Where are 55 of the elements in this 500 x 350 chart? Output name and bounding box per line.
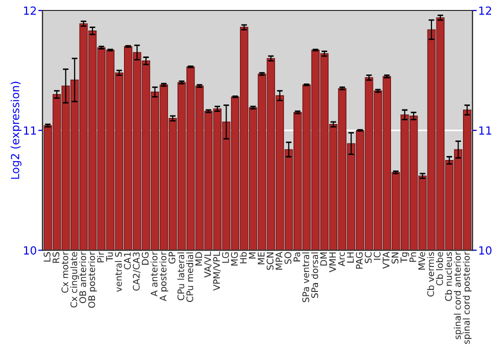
x-tick-label: VMH [329, 252, 336, 272]
x-tick-label: GP [168, 252, 176, 264]
x-tick-label: Cb nucleus [444, 252, 452, 301]
x-tick-label: LS [44, 252, 50, 262]
x-tick-label: Cx motor [61, 252, 68, 293]
x-tick-label: IC [374, 252, 381, 260]
y2-tick-label: 12 [479, 6, 492, 15]
x-tick-label: VA/VL [204, 252, 212, 278]
y-tick-label: 12 [24, 6, 36, 15]
x-tick-label: CPu lateral [177, 252, 184, 300]
y2-tick-label: 11 [479, 126, 492, 135]
x-tick-label: SN [392, 252, 398, 264]
x-tick-label: SCN [266, 252, 274, 270]
x-tick-label: RS [52, 252, 60, 263]
x-tick-label: SO [284, 252, 292, 264]
x-tick-label: ME [258, 252, 264, 264]
x-tick-label: CA2/CA3 [132, 252, 140, 291]
x-tick-label: SPa ventral [302, 252, 310, 302]
x-tick-label: SPa dorsal [311, 252, 318, 298]
x-tick-label: MD [195, 252, 202, 266]
x-tick-label: spinal cord posterior [462, 252, 472, 344]
x-tick-label: Arc [338, 252, 345, 266]
x-tick-label: MVe [418, 252, 426, 270]
x-tick-label: A posterior [159, 252, 168, 302]
y-tick-label: 10 [24, 246, 36, 255]
y-tick-label: 11 [24, 126, 36, 135]
x-tick-label: SC [364, 252, 372, 264]
x-tick-label: OB anterior [79, 252, 86, 304]
y2-tick-label: 10 [479, 246, 492, 255]
x-tick-label: Cb lobe [436, 252, 444, 286]
x-tick-label: PAG [356, 252, 363, 269]
x-tick-label: MG [230, 252, 238, 266]
x-tick-label: Hb [240, 252, 247, 264]
x-tick-label: Pn [410, 252, 416, 262]
x-tick-label: Tu [106, 252, 113, 262]
x-tick-label: Pa [294, 252, 300, 262]
x-tick-label: LG [222, 252, 229, 263]
x-tick-label: LH [347, 252, 354, 263]
x-tick-label: Cb vermis [427, 252, 434, 296]
x-tick-label: spinal cord anterior [454, 252, 463, 340]
x-tick-label: VTA [382, 252, 390, 269]
x-tick-label: DM [320, 252, 327, 266]
x-tick-label: DG [142, 252, 149, 265]
x-tick-label: CPu medial [186, 252, 194, 302]
x-tick-label: VPM/VPL [213, 252, 221, 291]
x-tick-label: CA1 [124, 252, 131, 270]
x-tick-label: Pir [97, 252, 104, 262]
x-tick-label: A anterior [150, 252, 158, 296]
x-tick-label: Cx cingulate [70, 252, 79, 308]
x-tick-label: OB posterior [88, 252, 97, 308]
x-tick-label: M [248, 252, 256, 259]
x-tick-label: MPA [276, 252, 282, 270]
x-tick-label: ventral S [114, 252, 122, 292]
x-tick-label: Tg [400, 252, 410, 263]
y-axis-title: Log2 (expression) [10, 82, 22, 179]
